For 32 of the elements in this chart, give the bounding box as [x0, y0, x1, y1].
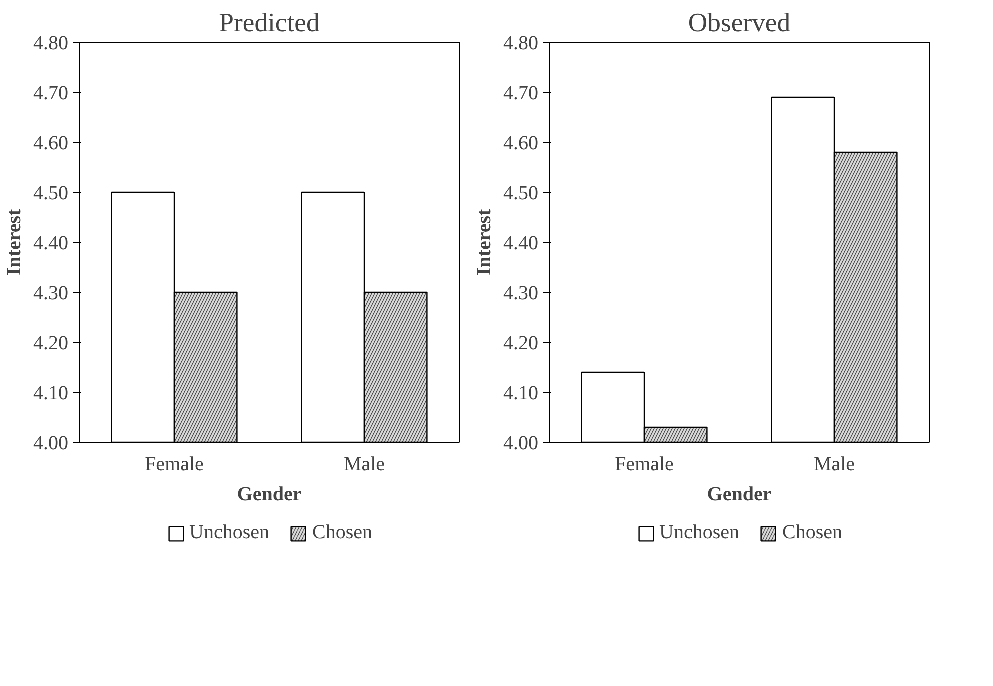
- x-tick-label: Male: [344, 454, 386, 476]
- x-tick-label: Female: [615, 454, 674, 476]
- y-tick-label: 4.40: [34, 232, 68, 254]
- chart-title: Observed: [688, 8, 791, 38]
- y-tick-label: 4.20: [34, 332, 68, 354]
- y-tick-label: 4.00: [34, 432, 68, 454]
- legend-label: Unchosen: [190, 522, 270, 544]
- y-tick-label: 4.20: [504, 332, 538, 354]
- y-tick-label: 4.40: [504, 232, 538, 254]
- chart-title: Predicted: [219, 8, 320, 38]
- y-tick-label: 4.30: [34, 282, 68, 304]
- y-tick-label: 4.70: [504, 82, 538, 104]
- y-tick-label: 4.00: [504, 432, 538, 454]
- y-axis-title: Interest: [4, 209, 26, 276]
- y-tick-label: 4.80: [504, 32, 538, 54]
- x-axis-title: Gender: [237, 484, 302, 506]
- legend-label: Chosen: [312, 522, 372, 544]
- y-tick-label: 4.30: [504, 282, 538, 304]
- x-tick-label: Male: [814, 454, 856, 476]
- y-tick-label: 4.50: [504, 182, 538, 204]
- legend-label: Chosen: [782, 522, 842, 544]
- y-tick-label: 4.50: [34, 182, 68, 204]
- y-axis-title: Interest: [474, 209, 496, 276]
- x-tick-label: Female: [145, 454, 204, 476]
- y-tick-label: 4.10: [504, 382, 538, 404]
- legend-label: Unchosen: [660, 522, 740, 544]
- y-tick-label: 4.70: [34, 82, 68, 104]
- y-tick-label: 4.80: [34, 32, 68, 54]
- y-tick-label: 4.60: [34, 132, 68, 154]
- y-tick-label: 4.60: [504, 132, 538, 154]
- y-tick-label: 4.10: [34, 382, 68, 404]
- x-axis-title: Gender: [707, 484, 772, 506]
